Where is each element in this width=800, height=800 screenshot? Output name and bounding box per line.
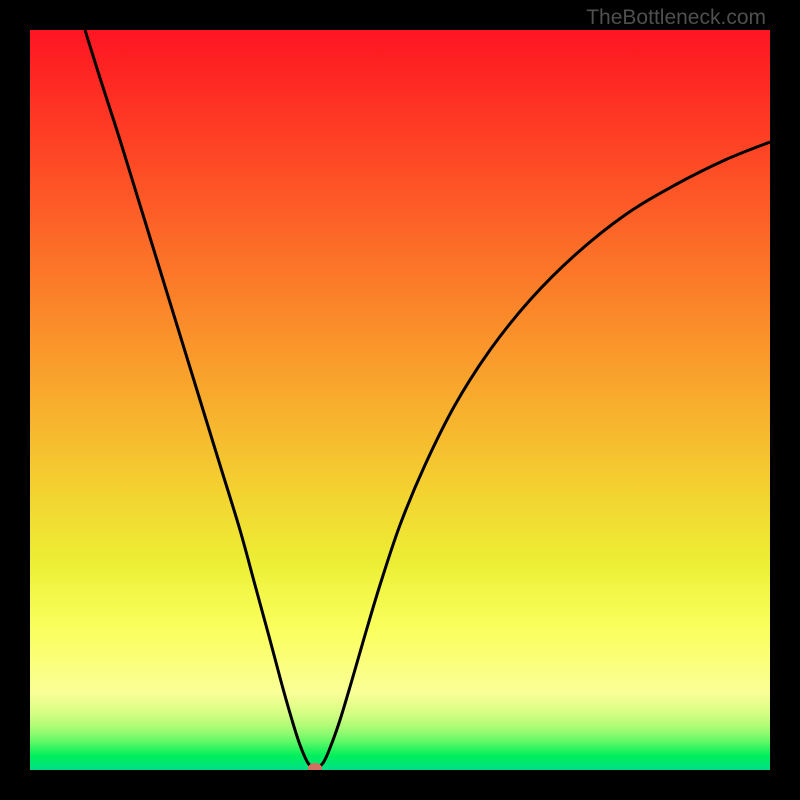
watermark-text: TheBottleneck.com [586, 6, 766, 30]
chart-curve-layer [30, 30, 770, 770]
chart-area [30, 30, 770, 770]
bottleneck-curve [85, 30, 770, 768]
